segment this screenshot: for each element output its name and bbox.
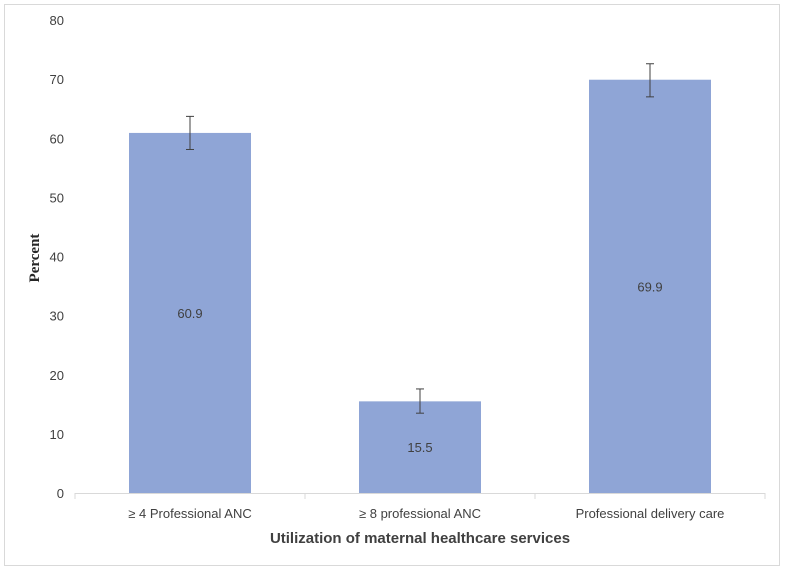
data-label: 60.9	[177, 306, 202, 321]
bars	[129, 79, 711, 493]
x-tick-label: Professional delivery care	[576, 506, 725, 521]
bar	[359, 401, 481, 493]
x-axis-title: Utilization of maternal healthcare servi…	[270, 530, 570, 547]
y-axis-ticks: 0 10 20 30 40 50 60 70 80	[50, 13, 64, 501]
y-tick-label: 40	[50, 250, 64, 265]
x-tick-label: ≥ 8 professional ANC	[359, 506, 481, 521]
y-tick-label: 60	[50, 131, 64, 146]
data-labels: 60.9 15.5 69.9	[177, 279, 662, 455]
x-axis-ticks: ≥ 4 Professional ANC ≥ 8 professional ANC…	[74, 493, 766, 521]
y-tick-label: 20	[50, 368, 64, 383]
data-label: 15.5	[407, 440, 432, 455]
bar	[589, 79, 711, 493]
x-tick-label: ≥ 4 Professional ANC	[128, 506, 251, 521]
y-tick-label: 0	[57, 486, 64, 501]
y-axis-title: Percent	[27, 234, 43, 283]
bar	[129, 132, 251, 493]
y-tick-label: 80	[50, 13, 64, 28]
y-tick-label: 10	[50, 427, 64, 442]
y-tick-label: 70	[50, 72, 64, 87]
data-label: 69.9	[637, 279, 662, 294]
error-bars	[186, 63, 654, 414]
y-tick-label: 30	[50, 309, 64, 324]
y-tick-label: 50	[50, 190, 64, 205]
